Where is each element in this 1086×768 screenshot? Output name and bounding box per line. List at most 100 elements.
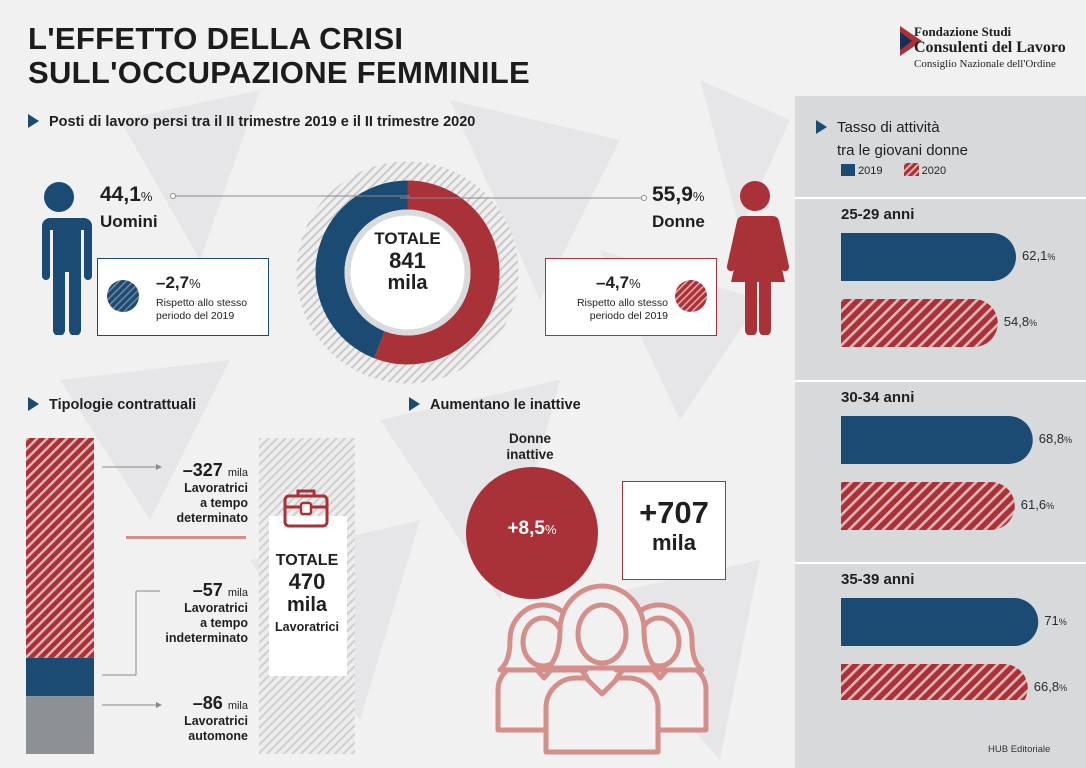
tasso-bar-2019-group-1 — [841, 233, 1016, 281]
contract-3-line-1: Lavoratrici — [184, 714, 248, 728]
women-note-line-2: periodo del 2019 — [589, 310, 668, 322]
contract-1-line-1: Lavoratrici — [184, 481, 248, 495]
inattive-pct: +8,5% — [466, 518, 598, 540]
tipologie-total: TOTALE 470 mila Lavoratrici — [259, 552, 355, 634]
logo-line-3: Consiglio Nazionale dell'Ordine — [914, 58, 1056, 70]
donut-inner-ring — [344, 209, 471, 336]
inattive-abs-box: +707 mila — [622, 481, 726, 580]
tasso-bars — [841, 233, 1039, 700]
women-percentage: 55,9% — [652, 183, 704, 207]
tasso-divider-2 — [795, 380, 1086, 382]
men-change-sign: % — [189, 276, 201, 291]
posti-total-unit: mila — [387, 272, 428, 294]
inattive-pct-value: +8,5 — [507, 518, 545, 539]
men-label: Uomini — [100, 212, 158, 231]
tipologie-heading-text: Tipologie contrattuali — [49, 397, 197, 413]
donut-slices — [315, 180, 500, 365]
contract-2-unit: mila — [227, 587, 248, 599]
logo-line-1: Fondazione Studi — [914, 24, 1012, 39]
tasso-bar-2019-group-3 — [841, 598, 1039, 646]
triangle-bullet-icon — [816, 120, 827, 134]
women-change-note: Rispetto allo stesso periodo del 2019 — [554, 297, 668, 323]
contract-2-value: –57 — [192, 580, 223, 600]
logo: Fondazione Studi Consulenti del Lavoro C… — [900, 24, 1070, 74]
donut-slice-uomini — [315, 180, 408, 359]
posti-total-label: TOTALE — [374, 229, 441, 248]
women-change-sign: % — [629, 276, 641, 291]
logo-line-2: Consulenti del Lavoro — [914, 39, 1066, 56]
contract-divider — [126, 536, 246, 539]
tipologie-connectors — [102, 464, 162, 708]
men-percentage: 44,1% — [100, 183, 152, 207]
tasso-value-label: 66,8% — [1033, 679, 1068, 694]
contract-3-unit: mila — [227, 700, 248, 712]
tipologie-total-card-bg — [259, 438, 355, 754]
inattive-abs-value: +707 — [639, 495, 709, 530]
contract-3-value: –86 — [192, 693, 223, 713]
tasso-heading-line-1: Tasso di attività — [816, 116, 968, 139]
triangle-bullet-icon — [28, 114, 39, 128]
tipologie-stacked-bar — [26, 438, 94, 754]
tasso-bar-2020-group-1 — [841, 299, 998, 347]
age-group-2-label: 30-34 anni — [841, 389, 915, 406]
inattive-label-1: Donne — [509, 431, 551, 446]
men-change: –2,7% — [156, 273, 201, 293]
women-note-line-1: Rispetto allo stesso — [576, 297, 668, 309]
men-change-box: –2,7% Rispetto allo stesso periodo del 2… — [97, 258, 269, 336]
contract-1-line-3: determinato — [176, 511, 248, 525]
stack-segments — [26, 438, 94, 754]
contract-2-line-2: a tempo — [200, 616, 248, 630]
posti-heading: Posti di lavoro persi tra il II trimestr… — [28, 114, 475, 130]
posti-connector-lines — [170, 193, 647, 201]
contract-1-value: –327 — [182, 460, 223, 480]
inattive-pct-sign: % — [544, 522, 557, 537]
legend-2019-label: 2019 — [858, 165, 883, 177]
inattive-abs-unit: mila — [651, 530, 697, 555]
footer-credit: HUB Editoriale — [988, 744, 1051, 755]
posti-total-value: 841 — [389, 248, 426, 273]
woman-icon — [726, 181, 790, 335]
tasso-heading-1: Tasso di attività — [837, 119, 940, 136]
triangle-bullet-icon — [409, 397, 420, 411]
page-title: L'EFFETTO DELLA CRISI SULL'OCCUPAZIONE F… — [28, 22, 530, 90]
legend-2020-label: 2020 — [921, 165, 947, 177]
women-change-box: –4,7% Rispetto allo stesso periodo del 2… — [545, 258, 717, 336]
men-note-line-2: periodo del 2019 — [156, 310, 235, 322]
men-change-dot — [107, 280, 139, 312]
inattive-label-2: inattive — [506, 447, 554, 462]
men-pct-value: 44,1 — [100, 183, 141, 206]
men-change-note: Rispetto allo stesso periodo del 2019 — [156, 297, 247, 323]
stack-segment-1 — [26, 438, 94, 658]
contract-item-2: –57 mila Lavoratrici a tempo indetermina… — [110, 580, 248, 646]
title-line-2: SULL'OCCUPAZIONE FEMMINILE — [28, 55, 530, 90]
tasso-bar-chart — [841, 233, 1039, 700]
stack-segment-2 — [26, 657, 94, 697]
donut-slice-donne — [374, 180, 500, 365]
tasso-bar-2020-group-3 — [841, 664, 1028, 700]
posti-total: TOTALE 841 mila — [355, 228, 460, 294]
tasso-value-label: 54,8% — [1003, 314, 1038, 329]
tasso-bar-2020-group-2 — [841, 482, 1015, 530]
women-pct-value: 55,9 — [652, 183, 693, 206]
women-change-dot — [675, 280, 707, 312]
tasso-bar-2019-group-2 — [841, 416, 1033, 464]
women-group-icon — [495, 583, 709, 755]
age-group-3-label: 35-39 anni — [841, 571, 915, 588]
posti-heading-text: Posti di lavoro persi tra il II trimestr… — [49, 114, 476, 130]
age-group-1-label: 25-29 anni — [841, 206, 915, 223]
tasso-divider-3 — [795, 562, 1086, 564]
contract-1-line-2: a tempo — [200, 496, 248, 510]
tipologie-total-sub: Lavoratrici — [275, 620, 339, 634]
briefcase-icon — [283, 489, 329, 528]
tipologie-total-value: 470 — [288, 569, 326, 594]
logo-triangle-icon — [900, 26, 922, 56]
tasso-heading-2: tra le giovani donne — [837, 142, 968, 159]
tasso-value-label: 61,6% — [1020, 497, 1055, 512]
tasso-value-label: 71% — [1044, 613, 1067, 628]
legend-2019-swatch — [841, 164, 855, 176]
tasso-divider-1 — [795, 197, 1086, 199]
triangle-bullet-icon — [28, 397, 39, 411]
tasso-heading: Tasso di attività tra le giovani donne — [816, 116, 968, 162]
inattive-heading: Aumentano le inattive — [409, 397, 581, 413]
women-change-value: –4,7 — [596, 273, 630, 292]
